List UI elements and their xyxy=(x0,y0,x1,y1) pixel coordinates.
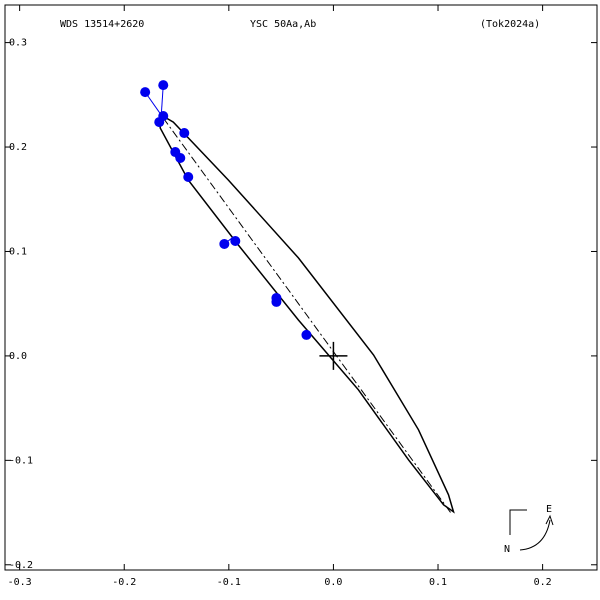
observation xyxy=(154,117,165,128)
compass-axes xyxy=(509,509,527,535)
y-tick-label: 0.0 xyxy=(9,351,27,362)
y-tick-label: -0.2 xyxy=(9,560,33,571)
compass-north: N xyxy=(504,544,510,555)
chart-subtitle: YSC 50Aa,Ab xyxy=(250,19,316,30)
orbit xyxy=(159,113,455,514)
line-of-nodes xyxy=(162,117,452,515)
x-tick-label: 0.1 xyxy=(429,577,447,588)
compass: E N xyxy=(504,504,554,555)
x-tick-label: -0.1 xyxy=(217,577,241,588)
observation xyxy=(271,296,282,307)
compass-arrow xyxy=(519,519,551,551)
x-tick-label: -0.3 xyxy=(8,577,32,588)
observation xyxy=(175,152,186,163)
primary-marker xyxy=(319,341,348,370)
residual-line xyxy=(160,85,164,116)
y-tick-label: 0.3 xyxy=(9,38,27,49)
x-tick-label: -0.2 xyxy=(112,577,136,588)
observation xyxy=(219,238,230,249)
y-tick-label: 0.1 xyxy=(9,246,27,257)
observation xyxy=(230,236,241,247)
reference: (Tok2024a) xyxy=(480,19,540,30)
compass-east: E xyxy=(546,504,552,515)
y-tick-label: 0.2 xyxy=(9,142,27,153)
compass-arrowhead xyxy=(545,514,554,526)
observation xyxy=(140,87,151,98)
observation xyxy=(183,172,194,183)
chart-title: WDS 13514+2620 xyxy=(60,19,144,30)
observation xyxy=(301,329,312,340)
observation xyxy=(179,128,190,139)
x-tick-label: 0.2 xyxy=(534,577,552,588)
y-tick-label: -0.1 xyxy=(9,455,33,466)
observation xyxy=(158,80,169,91)
x-tick-label: 0.0 xyxy=(324,577,342,588)
plot-frame xyxy=(4,4,598,571)
